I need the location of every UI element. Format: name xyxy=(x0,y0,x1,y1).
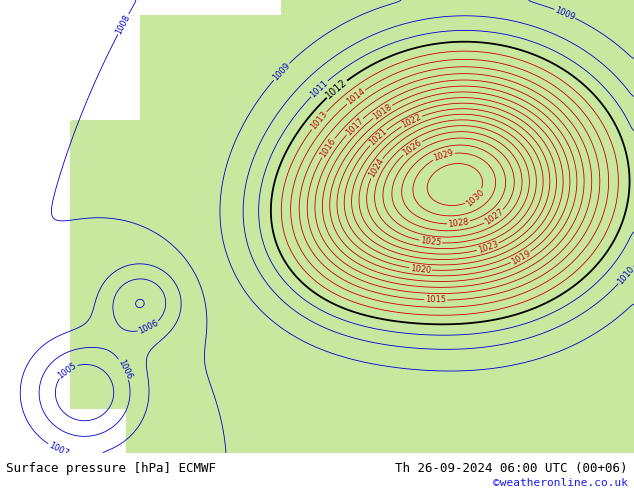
Text: 1011: 1011 xyxy=(309,78,330,99)
Text: 1013: 1013 xyxy=(309,110,329,131)
Text: 1017: 1017 xyxy=(344,116,365,137)
Text: 1010: 1010 xyxy=(616,264,634,286)
Text: 1021: 1021 xyxy=(367,127,389,148)
Text: 1028: 1028 xyxy=(448,218,470,229)
Text: Surface pressure [hPa] ECMWF: Surface pressure [hPa] ECMWF xyxy=(6,463,216,475)
Text: 1027: 1027 xyxy=(483,207,505,227)
Text: 1020: 1020 xyxy=(410,264,432,275)
Text: 1025: 1025 xyxy=(420,236,442,248)
Text: 1022: 1022 xyxy=(400,112,423,130)
Text: 1007: 1007 xyxy=(47,441,70,458)
Text: 1014: 1014 xyxy=(345,87,367,107)
Text: 1016: 1016 xyxy=(318,136,338,159)
Text: 1029: 1029 xyxy=(432,148,455,163)
Text: 1006: 1006 xyxy=(116,358,133,381)
Text: 1019: 1019 xyxy=(510,248,533,267)
Text: ©weatheronline.co.uk: ©weatheronline.co.uk xyxy=(493,478,628,488)
Text: 1006: 1006 xyxy=(137,319,160,336)
Text: 1015: 1015 xyxy=(425,295,446,305)
Text: 1005: 1005 xyxy=(56,361,79,380)
Text: 1023: 1023 xyxy=(476,240,500,255)
Text: 1008: 1008 xyxy=(114,13,132,36)
Text: 1012: 1012 xyxy=(324,77,349,100)
Text: 1018: 1018 xyxy=(371,102,394,121)
Text: 1026: 1026 xyxy=(401,138,424,157)
Text: 1030: 1030 xyxy=(464,187,486,208)
Text: 1009: 1009 xyxy=(553,5,576,22)
Text: Th 26-09-2024 06:00 UTC (00+06): Th 26-09-2024 06:00 UTC (00+06) xyxy=(395,463,628,475)
Text: 1009: 1009 xyxy=(271,61,292,82)
Text: 1024: 1024 xyxy=(367,157,385,179)
